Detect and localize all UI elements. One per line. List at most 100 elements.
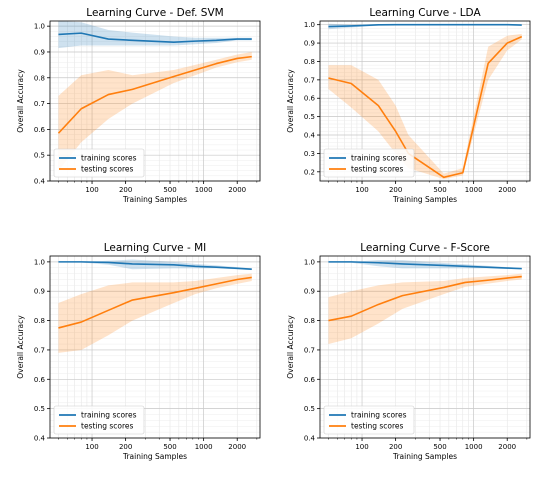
- chart-title: Learning Curve - MI: [104, 242, 207, 254]
- y-tick-label: 0.9: [34, 48, 45, 56]
- plot-area: [328, 23, 523, 180]
- testing-score-line: [58, 276, 252, 329]
- y-tick-label: 0.9: [304, 288, 315, 296]
- legend-box: [323, 148, 415, 178]
- training-score-line: [58, 32, 252, 43]
- y-tick-label: 0.8: [34, 317, 45, 325]
- chart-panel: 100 200 500 1000 2000 0.4 0.5 0.6 0.7 0.8 0.9 1.0 Le…: [16, 242, 261, 461]
- y-tick-label: 0.5: [34, 152, 45, 160]
- x-tick-label: 100: [355, 443, 368, 451]
- legend-box: [53, 148, 145, 178]
- x-tick-label: 1000: [465, 186, 483, 194]
- legend-label: training scores: [81, 154, 137, 163]
- legend: training scores testing scores: [323, 405, 415, 435]
- legend-label: training scores: [351, 411, 407, 420]
- x-tick-label: 1000: [465, 443, 483, 451]
- plot-frame: [49, 20, 261, 182]
- x-tick-label: 200: [119, 186, 132, 194]
- y-tick-label: 0.4: [304, 132, 316, 140]
- legend: training scores testing scores: [53, 148, 145, 178]
- x-tick-label: 500: [163, 186, 176, 194]
- chart-panel: 100 200 500 1000 2000 0.4 0.5 0.6 0.7 0.8 0.9 1.0 Le…: [16, 7, 261, 204]
- chart-title: Learning Curve - LDA: [369, 7, 481, 19]
- y-tick-label: 0.6: [34, 126, 46, 134]
- chart-panel: 100 200 500 1000 2000 0.4 0.5 0.6 0.7 0.8 0.9 1.0 Le…: [286, 242, 531, 461]
- y-tick-label: 0.5: [304, 113, 315, 121]
- x-tick-label: 100: [355, 186, 368, 194]
- testing-score-band: [328, 273, 522, 345]
- legend-label: training scores: [351, 154, 407, 163]
- x-tick-label: 100: [85, 186, 98, 194]
- plot-frame: [319, 20, 531, 182]
- training-score-line: [328, 23, 522, 28]
- x-tick-label: 500: [433, 186, 446, 194]
- x-axis-label: Training Samples: [392, 195, 457, 204]
- y-tick-label: 0.8: [304, 317, 315, 325]
- x-tick-label: 2000: [498, 443, 516, 451]
- y-tick-label: 0.9: [34, 288, 45, 296]
- x-tick-label: 200: [119, 443, 132, 451]
- y-axis-label: Overall Accuracy: [286, 315, 295, 379]
- y-tick-label: 0.5: [34, 405, 45, 413]
- y-tick-label: 0.7: [304, 76, 315, 84]
- y-tick-label: 1.0: [304, 258, 315, 266]
- chart-title: Learning Curve - F-Score: [360, 242, 490, 254]
- x-tick-label: 1000: [195, 443, 213, 451]
- y-axis-label: Overall Accuracy: [286, 69, 295, 133]
- testing-score-line: [57, 55, 252, 134]
- y-tick-label: 0.4: [304, 435, 316, 443]
- legend-label: testing scores: [81, 165, 134, 174]
- y-tick-label: 1.0: [304, 21, 315, 29]
- y-tick-label: 0.7: [304, 346, 315, 354]
- legend-label: testing scores: [351, 165, 404, 174]
- x-axis-label: Training Samples: [122, 195, 187, 204]
- y-tick-label: 0.3: [304, 150, 315, 158]
- legend-box: [53, 405, 145, 435]
- plot-frame: [319, 255, 531, 439]
- y-tick-label: 1.0: [34, 23, 45, 31]
- testing-score-line: [328, 35, 523, 179]
- y-axis-label: Overall Accuracy: [16, 315, 25, 379]
- legend: training scores testing scores: [323, 148, 415, 178]
- testing-score-band: [58, 51, 252, 171]
- legend: training scores testing scores: [53, 405, 145, 435]
- training-score-line: [328, 261, 522, 270]
- testing-score-band: [58, 273, 252, 353]
- legend-label: training scores: [81, 411, 137, 420]
- y-tick-label: 0.5: [304, 405, 315, 413]
- x-tick-label: 2000: [498, 186, 516, 194]
- plot-area: [328, 260, 522, 345]
- legend-label: testing scores: [81, 422, 134, 431]
- y-tick-label: 0.7: [34, 346, 45, 354]
- testing-score-line: [328, 275, 522, 322]
- y-tick-label: 0.7: [34, 100, 45, 108]
- y-tick-label: 1.0: [34, 258, 45, 266]
- x-tick-label: 500: [433, 443, 446, 451]
- y-tick-label: 0.6: [304, 95, 316, 103]
- y-tick-label: 0.6: [304, 376, 316, 384]
- y-tick-label: 0.4: [34, 435, 46, 443]
- plot-frame: [49, 255, 261, 439]
- chart-title: Learning Curve - Def. SVM: [86, 7, 223, 19]
- x-axis-label: Training Samples: [122, 452, 187, 461]
- x-tick-label: 200: [389, 443, 402, 451]
- y-tick-label: 0.8: [304, 58, 315, 66]
- legend-box: [323, 405, 415, 435]
- x-tick-label: 1000: [195, 186, 213, 194]
- y-tick-label: 0.8: [34, 74, 45, 82]
- y-tick-label: 0.2: [304, 168, 315, 176]
- minor-grid: [50, 21, 260, 182]
- x-tick-label: 500: [163, 443, 176, 451]
- x-axis-label: Training Samples: [392, 452, 457, 461]
- training-score-line: [58, 261, 252, 271]
- x-tick-label: 200: [389, 186, 402, 194]
- x-tick-label: 2000: [228, 186, 246, 194]
- legend-label: testing scores: [351, 422, 404, 431]
- y-tick-label: 0.6: [34, 376, 46, 384]
- x-tick-label: 2000: [228, 443, 246, 451]
- chart-panel: 100 200 500 1000 2000 0.2 0.3 0.4 0.5 0.6 0.7 0.8 0.…: [286, 7, 531, 204]
- y-tick-label: 0.4: [34, 178, 46, 186]
- plot-area: [58, 259, 252, 353]
- x-tick-label: 100: [85, 443, 98, 451]
